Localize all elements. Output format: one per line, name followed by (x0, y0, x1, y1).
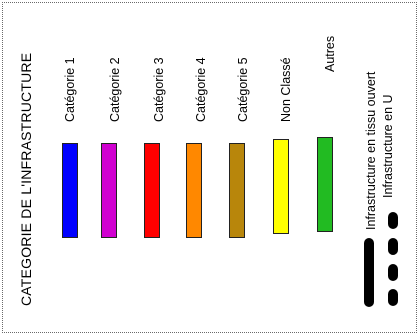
category-swatch-3 (144, 143, 160, 238)
dashed-line-symbol-segment (388, 212, 398, 229)
dashed-line-symbol-segment (388, 238, 398, 255)
category-label-5: Catégorie 5 (236, 57, 250, 122)
dashed-line-symbol-segment (388, 289, 398, 306)
legend-title: CATEGORIE DE L'INFRASTRUCTURE (18, 52, 34, 306)
dashed-line-symbol-segment (388, 264, 398, 281)
category-label-4: Catégorie 4 (194, 57, 208, 122)
solid-line-symbol (364, 238, 374, 307)
category-label-non-classe: Non Classé (279, 57, 293, 122)
category-swatch-4 (186, 143, 202, 238)
category-swatch-1 (62, 143, 78, 238)
category-label-3: Catégorie 3 (152, 57, 166, 122)
line-type-label-tissu-ouvert: Infrastructure en tissu ouvert (364, 71, 378, 230)
category-swatch-5 (229, 143, 245, 238)
category-label-1: Catégorie 1 (63, 57, 77, 122)
category-swatch-2 (101, 143, 117, 238)
category-label-autres: Autres (323, 35, 337, 72)
category-label-2: Catégorie 2 (108, 57, 122, 122)
line-type-label-en-u: Infrastructure en U (381, 94, 395, 198)
category-swatch-autres (317, 137, 333, 232)
category-swatch-non-classe (273, 139, 289, 234)
legend-frame (2, 2, 417, 333)
